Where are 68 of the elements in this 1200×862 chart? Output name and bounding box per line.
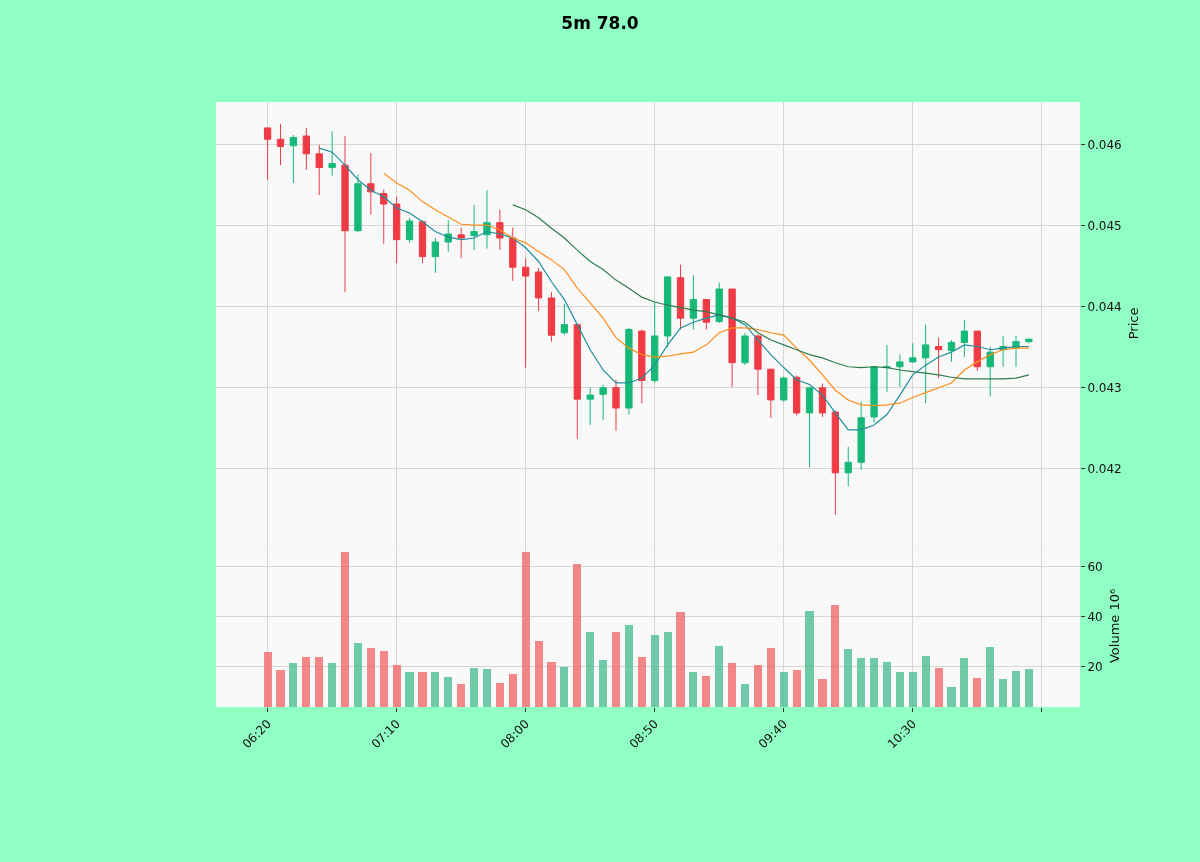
candlestick: [728, 288, 736, 388]
candlestick: [986, 346, 994, 398]
candlestick: [909, 342, 917, 364]
y-tick-label: 0.042: [1087, 461, 1122, 476]
candlestick: [805, 387, 814, 468]
y-tick-label: 40: [1087, 610, 1103, 625]
candlestick: [741, 332, 749, 366]
line-series: [318, 147, 1030, 431]
chart-title: 5m 78.0: [561, 13, 639, 34]
y-tick-label: 20: [1087, 660, 1103, 675]
candlestick: [315, 144, 323, 196]
candlestick: [973, 330, 981, 372]
candlestick: [934, 337, 943, 379]
candlestick: [922, 324, 930, 404]
candlestick: [405, 217, 414, 244]
candlestick: [509, 226, 517, 282]
candlestick: [638, 329, 646, 404]
candlestick: [831, 409, 840, 516]
candlestick: [818, 383, 827, 418]
candlestick: [754, 333, 762, 396]
candlestick: [663, 276, 672, 348]
candlestick: [870, 366, 878, 424]
candlestick: [341, 135, 349, 293]
candlestick: [354, 174, 362, 233]
candlestick: [960, 319, 969, 358]
candlestick: [289, 134, 298, 184]
y-axis-title: Price: [1126, 307, 1142, 340]
candlestick: [457, 226, 465, 259]
line-series: [383, 172, 1030, 407]
candlestick: [844, 446, 852, 488]
candlestick: [573, 324, 581, 440]
candlestick: [1025, 337, 1033, 344]
candlestick: [947, 339, 956, 363]
candlestick: [367, 152, 375, 216]
candlestick: [444, 219, 452, 253]
y-tick-label: 0.046: [1087, 138, 1122, 153]
candlestick: [586, 386, 594, 426]
candlestick: [302, 127, 310, 171]
line-series: [512, 204, 1030, 380]
candlestick: [392, 196, 401, 264]
candlestick: [896, 354, 904, 388]
candlestick: [263, 127, 272, 181]
candlestick: [431, 237, 440, 274]
candlestick: [276, 123, 285, 166]
candlestick: [767, 368, 775, 419]
candlestick: [534, 267, 543, 312]
candlestick: [328, 130, 336, 177]
candlestick: [599, 384, 607, 421]
candlestick: [380, 188, 388, 245]
candlestick: [418, 219, 427, 264]
candlestick: [676, 264, 685, 330]
candlestick: [625, 327, 633, 416]
candlestick: [715, 282, 723, 324]
candlestick: [689, 274, 698, 330]
candlestick: [560, 303, 569, 336]
candlestick: [470, 204, 478, 251]
y-tick-label: 0.045: [1087, 219, 1122, 234]
candlestick: [792, 375, 801, 416]
candlestick: [857, 401, 865, 471]
y-axis-title: Volume 10⁶: [1107, 588, 1123, 664]
candlestick: [651, 301, 659, 384]
candlestick: [522, 257, 530, 369]
y-tick-label: 0.043: [1087, 380, 1122, 395]
y-tick-label: 0.044: [1087, 300, 1122, 315]
candlestick: [547, 291, 556, 343]
y-tick-label: 60: [1087, 560, 1103, 575]
candlestick: [612, 379, 620, 432]
candlestick: [780, 375, 788, 403]
